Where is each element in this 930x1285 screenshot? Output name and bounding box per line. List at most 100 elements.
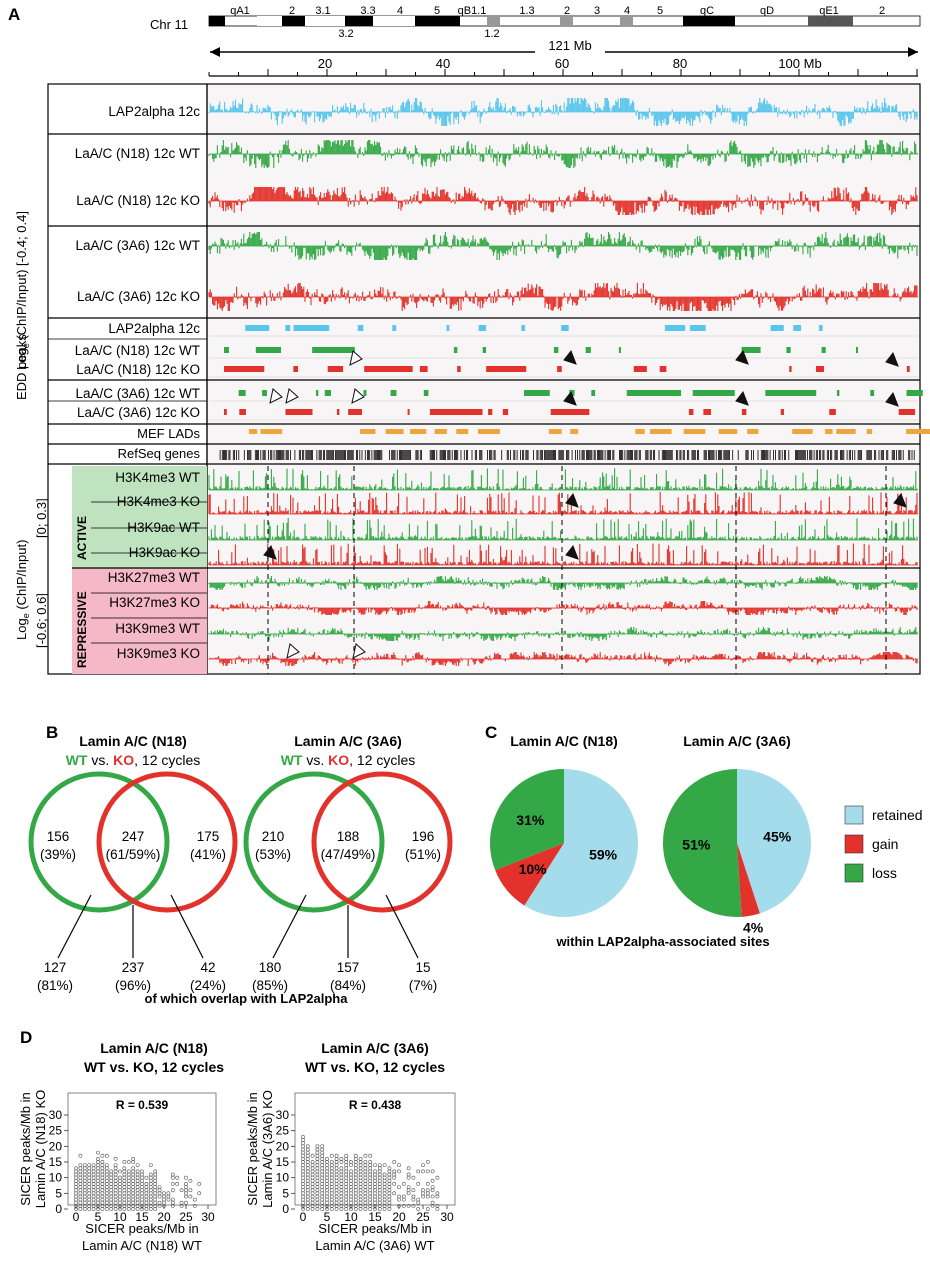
panel-a-frame <box>47 83 921 675</box>
y-tick-label: 20 <box>276 1139 290 1153</box>
band-label: qC <box>700 5 714 17</box>
pie-slice-label: 10% <box>519 861 548 877</box>
venn-sub-count: 180 <box>259 960 282 975</box>
venn-sub-count: 237 <box>122 960 145 975</box>
venn-count: 210 <box>262 829 285 844</box>
edd-track-label: LAP2alpha 12c <box>108 321 200 336</box>
edd-track-label: LaA/C (3A6) 12c KO <box>77 405 200 420</box>
panel-label-a: A <box>8 5 20 24</box>
histone-track <box>208 468 918 491</box>
chromosome-ideogram: qA1 2 3.1 3.3 4 5 qB1.1 1.3 2 3 4 5 qC qD qE1 2 3.2 1.2 <box>208 5 921 40</box>
band-label: 3.1 <box>315 5 330 17</box>
venn-sub-percent: (84%) <box>330 978 366 993</box>
pie-slice <box>662 769 742 917</box>
signal-track <box>208 98 918 126</box>
venn-count: 156 <box>47 829 70 844</box>
venn-count: 188 <box>337 829 360 844</box>
legend-swatch <box>844 805 864 825</box>
track-label: LaA/C (3A6) 12c WT <box>75 238 200 253</box>
venn-subtitle: WT vs. KO, 12 cycles <box>66 752 201 768</box>
track-label: LaA/C (3A6) 12c KO <box>77 289 200 304</box>
x-tick-label: 15 <box>135 1210 149 1224</box>
y-tick-label: 25 <box>276 1124 290 1138</box>
venn-diagrams: Lamin A/C (N18) WT vs. KO, 12 cycles 156 (3… <box>28 733 453 993</box>
arrowheads <box>263 349 907 659</box>
signal-track <box>208 140 918 168</box>
x-tick-label: 25 <box>179 1210 193 1224</box>
axis-tick-label: 60 <box>555 56 569 71</box>
venn-diagram: Lamin A/C (N18) WT vs. KO, 12 cycles 156 (3… <box>28 733 238 993</box>
venn-sub-percent: (81%) <box>37 978 73 993</box>
pie-title: Lamin A/C (3A6) <box>683 733 791 749</box>
venn-sub-count: 127 <box>44 960 67 975</box>
scatter-plots: Lamin A/C (N18) WT vs. KO, 12 cycles R = 0… <box>18 1040 456 1253</box>
pie-slice-label: 59% <box>589 846 618 862</box>
venn-percent: (51%) <box>405 847 441 862</box>
scatter-subtitle: WT vs. KO, 12 cycles <box>305 1059 445 1075</box>
histone-track-label: H3K27me3 KO <box>109 595 200 610</box>
pie-slice <box>737 843 760 917</box>
band-label: 3.2 <box>338 28 353 40</box>
histone-track-label: H3K4me3 WT <box>115 470 200 485</box>
panel-label-c: C <box>485 723 497 742</box>
y-tick-label: 0 <box>55 1202 62 1216</box>
y-tick-label: 30 <box>276 1108 290 1122</box>
pie-slice-label: 4% <box>743 920 764 936</box>
edd-peak-track <box>209 409 918 421</box>
range-active: [0; 0.3] <box>34 498 49 538</box>
band-label: qE1 <box>819 5 839 17</box>
band-label: 5 <box>657 5 663 17</box>
scatter-plot: Lamin A/C (3A6) WT vs. KO, 12 cycles R = 0… <box>245 1040 456 1253</box>
x-tick-label: 10 <box>113 1210 127 1224</box>
genome-axis: 20 40 60 80 100 Mb <box>208 56 918 77</box>
venn-title: Lamin A/C (N18) <box>79 733 187 749</box>
scatter-title: Lamin A/C (N18) <box>100 1040 208 1056</box>
x-tick-label: 25 <box>416 1210 430 1224</box>
histone-track-label: H3K9ac WT <box>127 520 200 535</box>
x-tick-label: 15 <box>368 1210 382 1224</box>
correlation-label: R = 0.438 <box>349 1098 402 1112</box>
band-label: 2 <box>879 5 885 17</box>
range-repressive: [-0.6; 0.6] <box>34 593 49 648</box>
pie-slice-label: 45% <box>763 829 792 845</box>
edd-peaks-label: EDD peaks <box>14 334 29 400</box>
repressive-label: REPRESSIVE <box>75 591 89 668</box>
band-label: qD <box>760 5 774 17</box>
histone-track <box>208 652 918 666</box>
pie-chart: Lamin A/C (3A6) 45% 4% 51% <box>662 733 812 936</box>
axis-tick-label: 100 Mb <box>778 56 821 71</box>
venn-sub-count: 42 <box>200 960 215 975</box>
legend-swatch <box>844 834 864 854</box>
pie-charts: Lamin A/C (N18) 59% 10% 31% Lamin A/C (3A6) 4… <box>490 733 812 936</box>
legend-label: gain <box>872 836 898 852</box>
histone-track-label: H3K9ac KO <box>129 545 200 560</box>
edd-track-label: LaA/C (N18) 12c KO <box>76 362 200 377</box>
scatter-subtitle: WT vs. KO, 12 cycles <box>84 1059 224 1075</box>
pie-slice-label: 51% <box>682 836 711 852</box>
panel-label-d: D <box>20 1028 32 1047</box>
mef-lads-track <box>249 429 930 434</box>
venn-title: Lamin A/C (3A6) <box>294 733 402 749</box>
pie-caption: within LAP2alpha-associated sites <box>555 934 769 949</box>
x-tick-label: 30 <box>440 1210 454 1224</box>
pie-legend: retained gain loss <box>844 805 923 883</box>
y-tick-label: 15 <box>276 1155 290 1169</box>
edd-peak-track <box>209 347 918 359</box>
y-axis-label: SICER peaks/Mb in <box>18 1092 33 1205</box>
repressive-band <box>72 568 91 674</box>
y-axis-label: SICER peaks/Mb in <box>245 1092 260 1205</box>
x-tick-label: 5 <box>324 1210 331 1224</box>
band-label: 2 <box>564 5 570 17</box>
x-axis-label: SICER peaks/Mb in <box>318 1221 431 1236</box>
venn-percent: (47/49%) <box>321 847 376 862</box>
track-label: LAP2alpha 12c <box>108 104 200 119</box>
y-label-top: Loge (ChIP/Input) [-0.4; 0.4] <box>14 211 31 370</box>
dashed-guides <box>267 466 887 674</box>
histone-track-label: H3K27me3 WT <box>108 570 200 585</box>
histone-track <box>208 601 918 615</box>
band-label: 3.3 <box>360 5 375 17</box>
scatter-title: Lamin A/C (3A6) <box>321 1040 429 1056</box>
signal-track <box>208 187 918 215</box>
x-axis-label: SICER peaks/Mb in <box>85 1221 198 1236</box>
band-label: qA1 <box>230 5 250 17</box>
